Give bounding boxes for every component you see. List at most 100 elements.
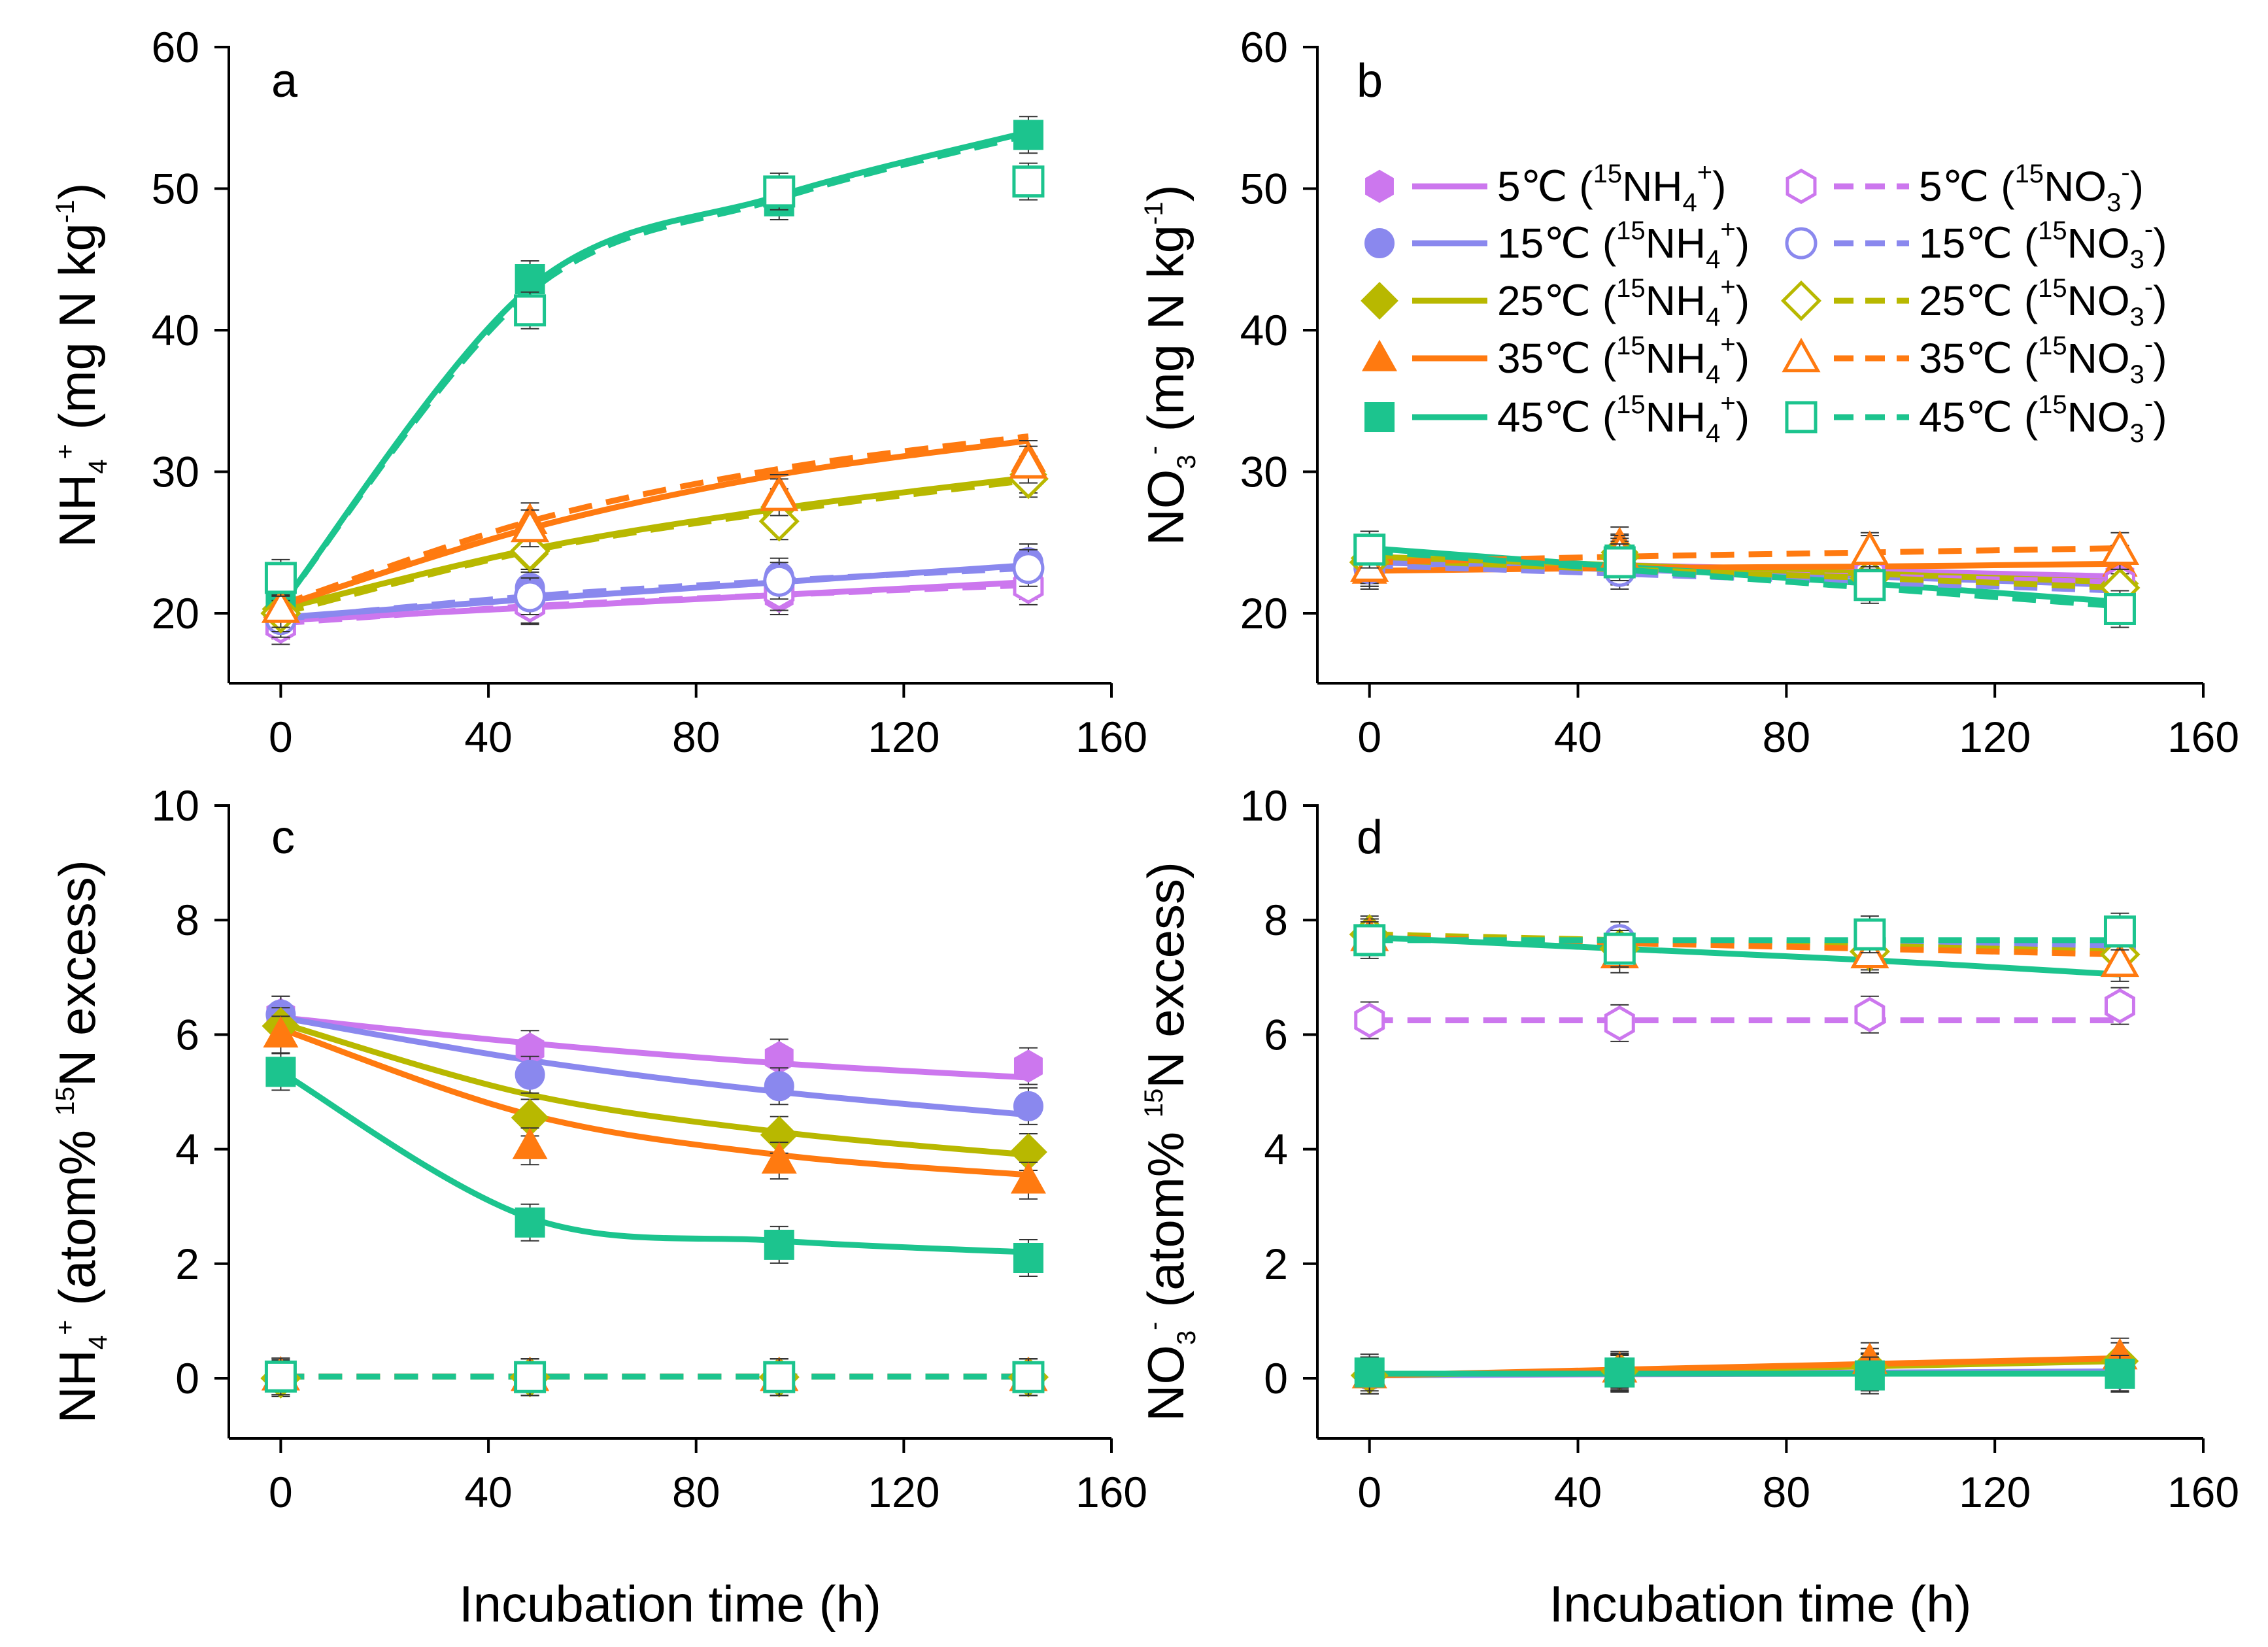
y-title-sup: - xyxy=(1140,446,1168,454)
legend-label: 15℃ (15NH4+) xyxy=(1497,215,1750,274)
data-point-45C-square-open xyxy=(2103,593,2136,626)
data-point-5C-hexagon-open xyxy=(1854,996,1886,1032)
y-tick-label: 6 xyxy=(1264,1010,1288,1059)
y-title-rest: (mg N kg xyxy=(1137,225,1194,446)
data-point-45C-square-open xyxy=(1853,569,1886,602)
y-title-sup2: -1 xyxy=(1140,201,1168,225)
data-point-45C-square-filled xyxy=(1854,1360,1885,1391)
legend-temp: 45℃ ( xyxy=(1497,394,1616,441)
data-point-45C-square-open xyxy=(1353,924,1386,957)
x-tick-label: 120 xyxy=(1959,713,2031,761)
y-title-sup2: -1 xyxy=(51,200,80,224)
x-tick-label: 160 xyxy=(2167,713,2239,761)
legend-close: ) xyxy=(1736,220,1750,267)
legend-ion: NH xyxy=(1646,277,1706,324)
data-point-45C-square-open xyxy=(1012,1361,1045,1393)
y-tick-label: 0 xyxy=(1264,1354,1288,1402)
data-point-5C-hexagon-filled xyxy=(1013,1049,1043,1083)
data-point-45C-square-open xyxy=(763,1361,796,1393)
y-tick-label: 2 xyxy=(1264,1240,1288,1288)
x-axis-title: Incubation time (h) xyxy=(459,1575,881,1633)
legend-label: 45℃ (15NH4+) xyxy=(1497,389,1750,448)
series-markers xyxy=(1349,526,2141,628)
y-tick-label: 30 xyxy=(1240,448,1288,496)
series-line-45C-dashed xyxy=(278,131,1030,608)
series-line-25C-solid xyxy=(280,1020,1029,1158)
legend-sub: 4 xyxy=(1683,188,1697,217)
legend-marker xyxy=(1364,402,1395,432)
legend-temp: 5℃ ( xyxy=(1497,163,1593,210)
legend-sub: 3 xyxy=(2107,188,2121,217)
y-axis-title: NH4 + (mg N kg-1) xyxy=(48,183,112,548)
data-point-5C-hexagon-open xyxy=(1354,1002,1385,1038)
legend-label: 35℃ (15NO3-) xyxy=(1919,330,2167,389)
legend-ion: NO xyxy=(2044,163,2107,210)
legend-close: ) xyxy=(1736,335,1750,382)
legend-close: ) xyxy=(1736,394,1750,441)
legend-label: 25℃ (15NH4+) xyxy=(1497,273,1750,331)
data-point-45C-square-open xyxy=(514,294,547,327)
y-title-sup: - xyxy=(1140,1321,1168,1330)
legend-sup: + xyxy=(1720,273,1735,301)
legend-item: 25℃ (15NO3-) xyxy=(1780,273,2167,331)
legend-marker xyxy=(1786,168,1817,205)
series-line-15C-solid xyxy=(280,562,1029,620)
y-title-end: ) xyxy=(1137,184,1194,201)
y-title-rest: (atom% xyxy=(48,1115,106,1319)
legend-isotope: 15 xyxy=(1616,274,1646,303)
data-point-45C-square-filled xyxy=(1354,1357,1385,1388)
series-lines xyxy=(279,1014,1029,1380)
y-tick-label: 40 xyxy=(152,306,199,354)
legend-sub: 4 xyxy=(1706,303,1720,331)
data-point-45C-square-filled xyxy=(265,1057,296,1087)
data-point-45C-square-open xyxy=(763,175,796,208)
data-point-15C-circle-filled xyxy=(515,1059,545,1090)
legend-sub: 4 xyxy=(1706,360,1720,389)
legend-sup: - xyxy=(2144,389,2153,418)
series-markers xyxy=(260,116,1049,645)
y-title-sup2: 15 xyxy=(51,1087,80,1116)
series-line-5C-solid xyxy=(280,1014,1029,1081)
legend-sup: - xyxy=(2144,215,2153,244)
data-point-15C-circle-filled xyxy=(1013,1091,1043,1121)
x-tick-label: 120 xyxy=(868,713,939,761)
x-tick-label: 40 xyxy=(1554,1468,1602,1516)
legend-marker xyxy=(1782,337,1821,373)
legend-isotope: 15 xyxy=(2038,216,2067,245)
y-title-sub: 3 xyxy=(1172,1331,1201,1345)
legend-item: 35℃ (15NO3-) xyxy=(1782,330,2167,389)
series-markers xyxy=(260,995,1049,1399)
legend-isotope: 15 xyxy=(2038,274,2067,303)
data-point-35C-triangle-open xyxy=(511,507,550,543)
data-point-45C-square-filled xyxy=(1013,1243,1043,1274)
legend-close: ) xyxy=(2153,220,2167,267)
data-point-45C-square-filled xyxy=(515,264,545,295)
series-markers xyxy=(1349,912,2141,1395)
x-tick-label: 0 xyxy=(269,1468,293,1516)
legend-item: 45℃ (15NO3-) xyxy=(1785,389,2167,448)
data-point-45C-square-open xyxy=(264,562,297,594)
data-point-25C-diamond-open xyxy=(758,501,800,542)
y-axis-title: NO3- (atom% 15N excess) xyxy=(1137,862,1201,1421)
legend-close: ) xyxy=(2153,277,2167,324)
series-line-35C-solid xyxy=(1369,560,2120,574)
y-tick-label: 4 xyxy=(1264,1125,1288,1174)
series-lines xyxy=(278,129,1030,626)
y-tick-label: 8 xyxy=(175,896,199,944)
legend-isotope: 15 xyxy=(1616,331,1646,360)
series-line-35C-solid xyxy=(280,437,1029,609)
legend-sub: 4 xyxy=(1706,245,1720,274)
legend-temp: 15℃ ( xyxy=(1919,220,2038,267)
y-title-sub: 4 xyxy=(84,460,112,474)
data-point-35C-triangle-open xyxy=(2100,530,2140,565)
data-point-45C-square-open xyxy=(1012,165,1045,198)
legend-sub: 4 xyxy=(1706,419,1720,448)
legend-marker xyxy=(1361,282,1398,320)
x-tick-label: 120 xyxy=(1959,1468,2031,1516)
data-point-45C-square-open xyxy=(1603,932,1636,965)
y-title-main: NO xyxy=(1137,1345,1194,1421)
y-axis-title: NH4 + (atom% 15N excess) xyxy=(48,860,112,1423)
y-tick-label: 2 xyxy=(175,1240,199,1288)
legend-sup: - xyxy=(2144,273,2153,301)
